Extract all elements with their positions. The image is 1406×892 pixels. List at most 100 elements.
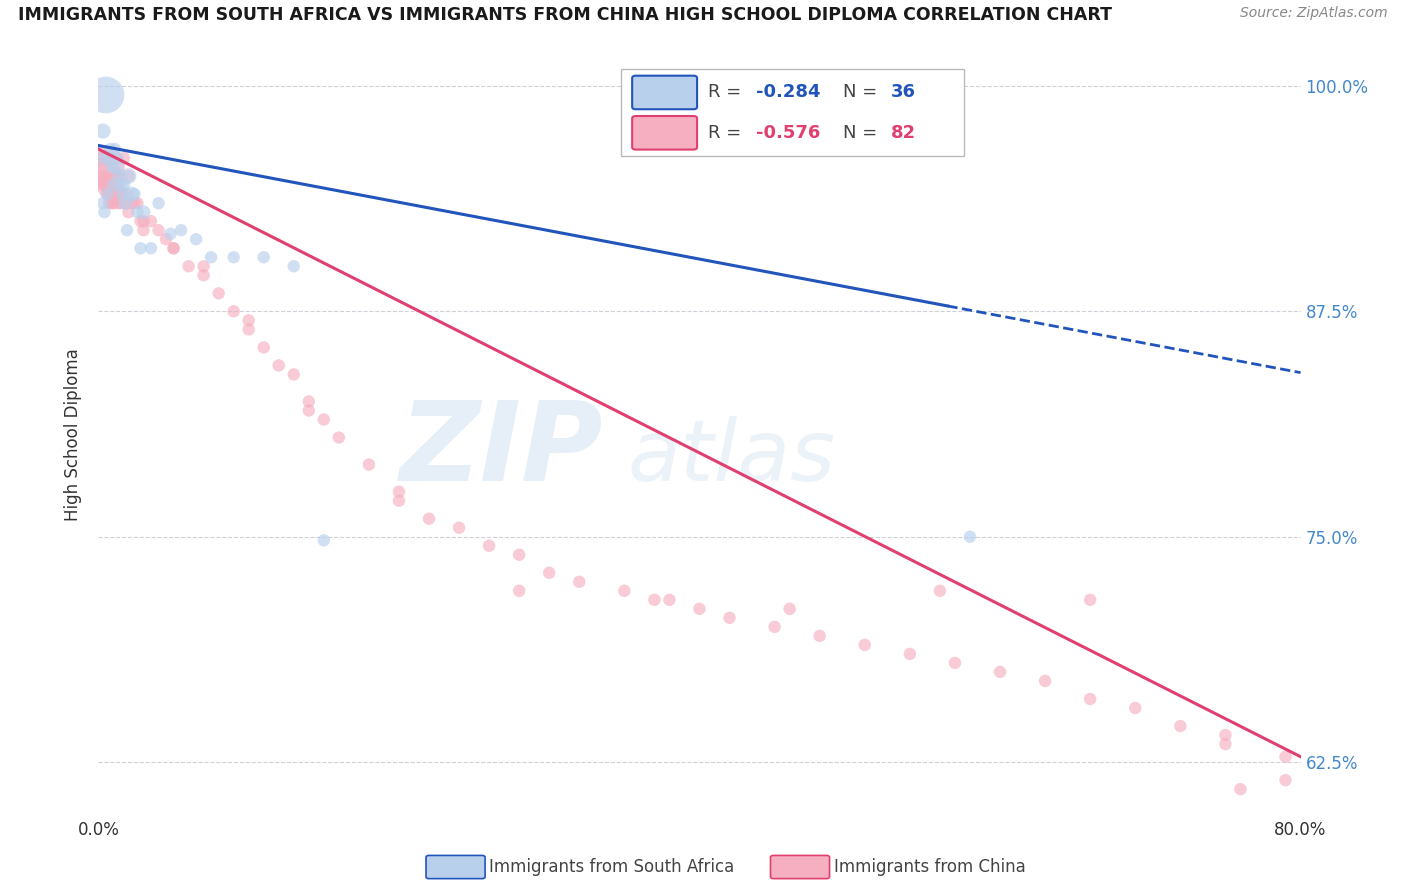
Point <box>115 223 138 237</box>
Point <box>100 187 122 202</box>
Point <box>1274 773 1296 788</box>
Point <box>108 187 131 202</box>
Point <box>508 548 530 562</box>
Point <box>1215 728 1237 742</box>
Point <box>1170 719 1192 733</box>
Point <box>91 169 114 183</box>
Point <box>108 169 131 183</box>
Point <box>193 268 215 283</box>
Text: N =: N = <box>842 84 883 102</box>
Point <box>94 178 117 193</box>
Text: atlas: atlas <box>627 417 835 500</box>
Point <box>929 583 952 598</box>
Point <box>162 241 184 255</box>
Text: R =: R = <box>707 124 747 142</box>
Point <box>104 187 127 202</box>
Point <box>105 160 128 174</box>
Point <box>208 286 231 301</box>
Point <box>538 566 561 580</box>
Point <box>94 169 117 183</box>
Point <box>115 187 138 202</box>
Point <box>184 232 207 246</box>
Point <box>104 142 127 156</box>
Point <box>689 602 711 616</box>
Point <box>238 322 260 336</box>
Point <box>763 620 786 634</box>
Point <box>447 521 470 535</box>
Point <box>328 431 350 445</box>
Point <box>91 160 114 174</box>
Point <box>94 87 117 102</box>
Point <box>97 151 120 165</box>
Point <box>718 611 741 625</box>
Text: 82: 82 <box>890 124 915 142</box>
Point <box>112 178 135 193</box>
Text: ZIP: ZIP <box>399 397 603 504</box>
FancyBboxPatch shape <box>621 69 965 156</box>
FancyBboxPatch shape <box>633 116 697 150</box>
Point <box>100 178 122 193</box>
Text: IMMIGRANTS FROM SOUTH AFRICA VS IMMIGRANTS FROM CHINA HIGH SCHOOL DIPLOMA CORREL: IMMIGRANTS FROM SOUTH AFRICA VS IMMIGRAN… <box>18 6 1112 24</box>
Point <box>222 250 245 264</box>
Point <box>110 178 132 193</box>
Point <box>117 205 139 219</box>
Point <box>155 232 177 246</box>
Point <box>132 205 155 219</box>
Point <box>91 124 114 138</box>
Point <box>613 583 636 598</box>
Point <box>1033 673 1056 688</box>
Point <box>111 187 134 202</box>
Point <box>91 196 114 211</box>
Point <box>93 151 115 165</box>
Point <box>97 196 120 211</box>
Point <box>103 178 125 193</box>
Point <box>283 368 305 382</box>
Point <box>1078 692 1101 706</box>
Point <box>105 178 128 193</box>
Point <box>132 214 155 228</box>
Point <box>253 250 276 264</box>
Point <box>101 196 124 211</box>
Point <box>139 241 162 255</box>
Point <box>127 196 149 211</box>
Text: Source: ZipAtlas.com: Source: ZipAtlas.com <box>1240 6 1388 21</box>
Y-axis label: High School Diploma: High School Diploma <box>65 349 83 521</box>
Point <box>103 196 125 211</box>
Point <box>267 359 290 373</box>
Point <box>177 260 200 274</box>
Point <box>121 187 143 202</box>
Point <box>117 169 139 183</box>
Point <box>200 250 222 264</box>
Point <box>114 196 136 211</box>
Text: R =: R = <box>707 84 747 102</box>
Point <box>898 647 921 661</box>
Point <box>312 533 335 548</box>
Point <box>779 602 801 616</box>
Point <box>139 214 162 228</box>
Text: N =: N = <box>842 124 883 142</box>
Point <box>127 205 149 219</box>
Point <box>283 260 305 274</box>
Point <box>238 313 260 327</box>
FancyBboxPatch shape <box>633 76 697 109</box>
Point <box>853 638 876 652</box>
Point <box>124 196 146 211</box>
Point <box>643 592 665 607</box>
Point <box>568 574 591 589</box>
Point <box>101 160 124 174</box>
Point <box>93 205 115 219</box>
Point <box>1078 592 1101 607</box>
Point <box>222 304 245 318</box>
Point <box>298 403 321 417</box>
Text: -0.284: -0.284 <box>756 84 821 102</box>
Point <box>148 223 170 237</box>
Point <box>298 394 321 409</box>
Point <box>114 196 136 211</box>
Point <box>808 629 831 643</box>
Point <box>658 592 681 607</box>
Point <box>988 665 1011 679</box>
Point <box>170 223 193 237</box>
Point <box>103 178 125 193</box>
Point <box>159 227 181 241</box>
Point <box>96 187 118 202</box>
